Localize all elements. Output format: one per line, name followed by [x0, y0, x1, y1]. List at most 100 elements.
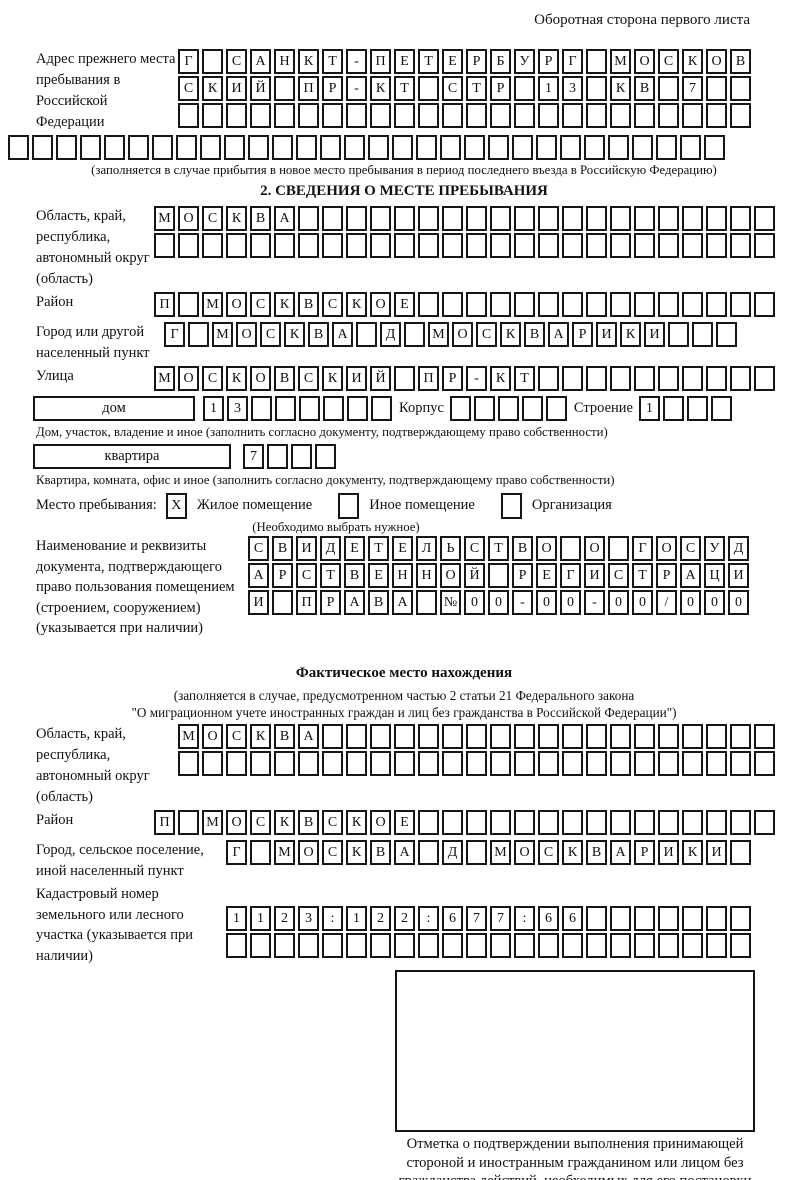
stroenie-boxes: 1 — [638, 396, 735, 421]
char-box — [521, 396, 543, 421]
char-box — [298, 206, 319, 231]
char-box — [466, 840, 487, 865]
char-box — [586, 76, 607, 101]
char-box — [322, 933, 343, 958]
char-box — [512, 135, 533, 160]
char-box: 2 — [274, 906, 295, 931]
char-box: 1 — [226, 906, 247, 931]
char-box — [610, 233, 631, 258]
char-box: О — [656, 536, 677, 561]
prev-address-line3 — [178, 103, 754, 128]
char-box: О — [452, 322, 473, 347]
char-box: : — [418, 906, 439, 931]
char-box: Г — [562, 49, 583, 74]
char-box: № — [440, 590, 461, 615]
char-box — [418, 840, 439, 865]
char-box — [466, 292, 487, 317]
char-box — [538, 724, 559, 749]
char-box: У — [704, 536, 725, 561]
cadastral-label: Кадастровый номер земельного или лесного… — [36, 886, 193, 964]
char-box: 6 — [538, 906, 559, 931]
char-box — [370, 724, 391, 749]
char-box — [730, 724, 751, 749]
char-box — [730, 292, 751, 317]
char-box: Т — [322, 49, 343, 74]
char-box: С — [322, 810, 343, 835]
char-box: П — [298, 76, 319, 101]
char-box: Т — [514, 366, 535, 391]
char-box — [562, 751, 583, 776]
char-box: С — [260, 322, 281, 347]
char-box: Н — [392, 563, 413, 588]
char-box: И — [296, 536, 317, 561]
char-box: О — [514, 840, 535, 865]
char-box — [370, 933, 391, 958]
char-box — [514, 233, 535, 258]
char-box — [323, 396, 344, 421]
char-box: Т — [418, 49, 439, 74]
char-box — [682, 103, 703, 128]
char-box: Д — [728, 536, 749, 561]
char-box: О — [536, 536, 557, 561]
char-box — [442, 724, 463, 749]
char-box — [394, 366, 415, 391]
char-box — [610, 103, 631, 128]
char-box — [394, 103, 415, 128]
prev-address-block: Адрес прежнего места пребывания в Россий… — [36, 49, 772, 133]
char-box: С — [680, 536, 701, 561]
char-box — [250, 751, 271, 776]
char-box — [56, 135, 77, 160]
char-box: Е — [392, 536, 413, 561]
char-box — [250, 840, 271, 865]
char-box — [562, 206, 583, 231]
char-box: В — [368, 590, 389, 615]
char-box — [632, 135, 653, 160]
actual-location-note2: "О миграционном учете иностранных гражда… — [131, 705, 677, 720]
char-box — [706, 233, 727, 258]
char-box: А — [248, 563, 269, 588]
house-label-box: дом — [33, 396, 195, 421]
char-box: Р — [442, 366, 463, 391]
char-box — [274, 76, 295, 101]
char-box — [562, 233, 583, 258]
char-box: С — [538, 840, 559, 865]
char-box — [418, 233, 439, 258]
char-box: В — [274, 724, 295, 749]
char-box: 0 — [488, 590, 509, 615]
char-box: А — [298, 724, 319, 749]
char-box — [202, 103, 223, 128]
char-box — [226, 751, 247, 776]
char-box — [610, 724, 631, 749]
korpus-boxes — [449, 396, 570, 421]
char-box — [442, 233, 463, 258]
char-box: Б — [490, 49, 511, 74]
char-box — [754, 724, 775, 749]
char-box — [634, 103, 655, 128]
char-box: О — [178, 206, 199, 231]
char-box — [706, 906, 727, 931]
char-box — [299, 396, 320, 421]
char-box — [730, 233, 751, 258]
char-box — [706, 76, 727, 101]
char-box: Е — [442, 49, 463, 74]
char-box: 7 — [682, 76, 703, 101]
char-box: В — [250, 206, 271, 231]
char-box: К — [682, 840, 703, 865]
char-box: М — [428, 322, 449, 347]
cadastral-line2 — [226, 933, 754, 958]
char-box: Е — [394, 810, 415, 835]
char-box: 6 — [562, 906, 583, 931]
char-box: О — [634, 49, 655, 74]
char-box: К — [250, 724, 271, 749]
char-box: Й — [370, 366, 391, 391]
char-box — [322, 724, 343, 749]
char-box — [538, 751, 559, 776]
char-box — [226, 103, 247, 128]
char-box — [610, 933, 631, 958]
